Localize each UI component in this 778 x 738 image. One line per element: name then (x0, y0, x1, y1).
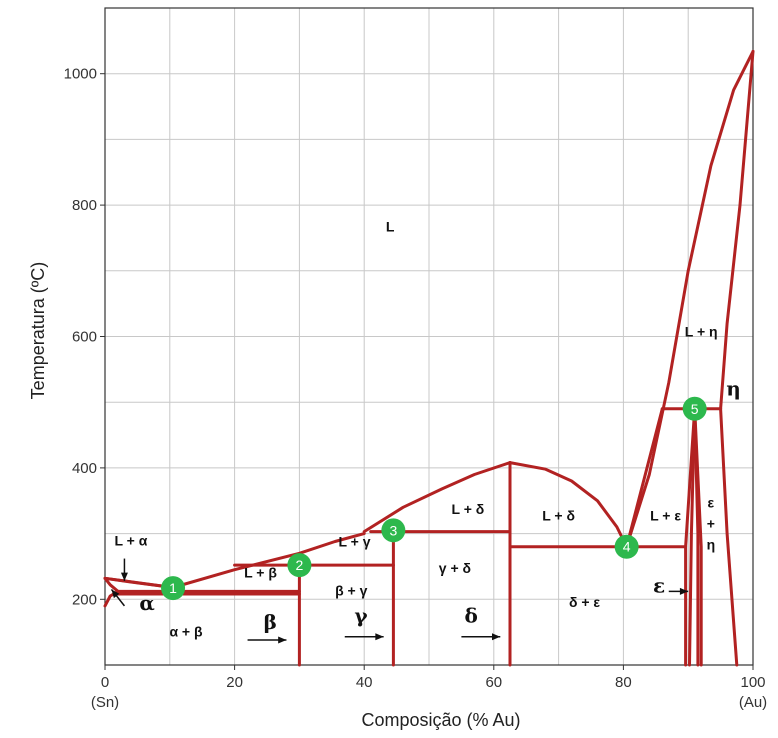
y-tick-label: 600 (72, 329, 97, 346)
x-end-label-au: (Au) (739, 694, 767, 711)
invariant-point-5: 5 (682, 396, 707, 421)
region-label: L + δ (452, 501, 485, 517)
y-tick-label: 200 (72, 591, 97, 608)
invariant-point-label: 3 (389, 522, 397, 538)
phase-label: γ (354, 603, 368, 627)
phase-label: α (139, 591, 154, 615)
y-axis-ticks: 200 400 600 800 1000 (64, 66, 105, 608)
arrows (110, 558, 689, 644)
phase-label: β (264, 610, 277, 634)
invariant-point-marker (161, 576, 186, 601)
invariant-point-4: 4 (614, 534, 639, 559)
phase-label: ε (653, 574, 665, 598)
region-label: γ + δ (439, 560, 471, 576)
gridlines (105, 8, 753, 665)
phase-boundary-line (103, 576, 175, 589)
invariant-point-3: 3 (381, 518, 406, 543)
region-label: + (707, 515, 715, 531)
arrow-head (111, 589, 120, 599)
phase-label: η (726, 377, 741, 401)
region-label: α + β (169, 624, 203, 640)
invariant-point-label: 2 (296, 557, 304, 573)
region-label: L + ε (650, 507, 681, 523)
invariant-point-1: 1 (161, 576, 186, 601)
phase-boundary-line (103, 576, 120, 593)
phase-boundary-line (625, 49, 755, 549)
region-label: L + α (114, 532, 147, 548)
phase-boundary-line (719, 407, 739, 667)
x-tick-label: 20 (226, 674, 243, 691)
region-label: L (386, 218, 395, 234)
region-label: L + δ (542, 507, 575, 523)
region-label: L + β (244, 565, 277, 581)
x-tick-label: 100 (740, 674, 765, 691)
phase-boundary-line (508, 461, 629, 549)
region-labels: L L + η L + δ L + δ L + ε L + γ L + β L + α β + … (114, 218, 740, 639)
invariant-point-marker (381, 518, 406, 543)
phase-boundary-line (362, 461, 512, 534)
region-label: δ + ε (569, 594, 600, 610)
y-tick-label: 400 (72, 460, 97, 477)
invariant-point-2: 2 (287, 553, 312, 578)
arrow-head (491, 633, 501, 641)
x-tick-label: 60 (485, 674, 502, 691)
y-tick-label: 1000 (64, 66, 97, 83)
invariant-point-marker (287, 553, 312, 578)
invariant-point-marker (614, 534, 639, 559)
x-tick-label: 40 (356, 674, 373, 691)
invariant-point-label: 1 (169, 580, 177, 596)
arrow-head (278, 636, 287, 644)
x-end-label-sn: (Sn) (91, 694, 119, 711)
region-label: L + γ (338, 534, 370, 550)
arrow-head (679, 587, 689, 595)
arrow-head (375, 633, 384, 641)
phase-boundary-line (625, 407, 664, 549)
region-label: η (707, 536, 716, 552)
x-tick-label: 80 (615, 674, 632, 691)
y-axis-label: Temperatura (ºC) (28, 262, 48, 400)
invariant-markers: 1 2 3 4 5 (161, 396, 707, 601)
phase-boundaries (103, 49, 755, 667)
x-tick-label: 0 (101, 674, 109, 691)
region-label: L + η (685, 324, 718, 340)
phase-label: δ (464, 603, 477, 627)
region-label: β + γ (335, 582, 368, 598)
region-label: ε (708, 494, 715, 510)
x-axis-label: Composição (% Au) (361, 710, 520, 730)
invariant-point-marker (682, 396, 707, 421)
arrow-head (120, 572, 128, 581)
phase-boundary-line (719, 49, 755, 411)
x-axis-ticks: 0 20 40 60 80 100 (101, 665, 766, 691)
invariant-point-label: 5 (691, 401, 699, 417)
y-tick-label: 800 (72, 197, 97, 214)
invariant-point-label: 4 (623, 539, 631, 555)
phase-boundary-line (688, 407, 697, 667)
phase-boundary-line (693, 407, 700, 667)
